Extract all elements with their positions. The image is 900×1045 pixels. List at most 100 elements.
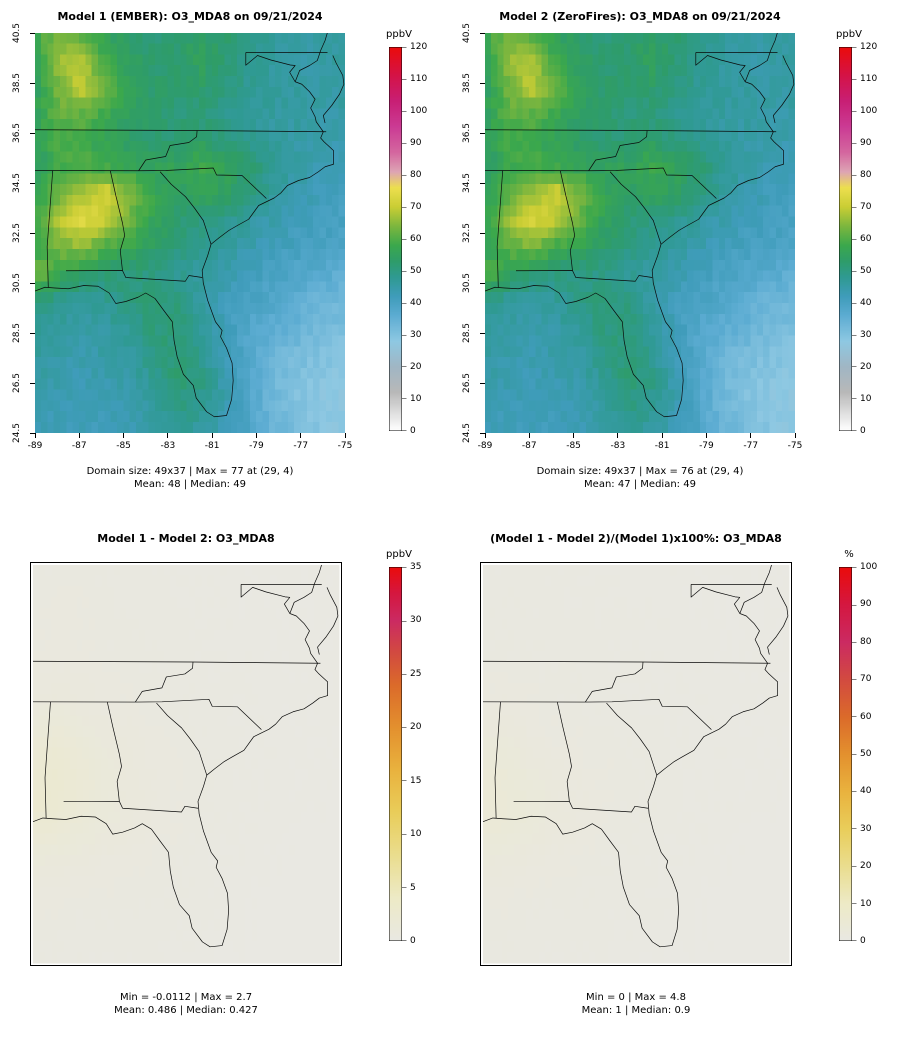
colorbar-tick-label: 0 xyxy=(410,936,416,946)
y-axis-tick-label: 38.5 xyxy=(12,72,22,94)
y-axis-tick-label: 40.5 xyxy=(12,22,22,44)
y-axis-tick-label: 32.5 xyxy=(462,222,472,244)
colorbar-tick-label: 20 xyxy=(410,722,422,733)
y-axis-tick-label: 36.5 xyxy=(462,122,472,144)
colorbar-tick-labels: 0 10 20 30 40 50 60 70 80 90 100 110 120 xyxy=(860,42,894,436)
x-axis-tick-mark xyxy=(78,433,80,438)
colorbar-tick-label: 20 xyxy=(410,362,422,372)
colorbar-tick-label: 100 xyxy=(860,562,878,572)
x-axis-tick-label: -87 xyxy=(71,441,87,451)
map-plot xyxy=(485,33,795,433)
colorbar-tick-label: 10 xyxy=(860,394,872,404)
colorbar-tick-label: 15 xyxy=(410,775,422,786)
y-axis-tick-label: 26.5 xyxy=(462,372,472,394)
y-axis-tick-label: 34.5 xyxy=(12,172,22,194)
y-axis-tick-label: 30.5 xyxy=(462,272,472,294)
map-canvas xyxy=(485,33,795,433)
x-axis-tick-mark xyxy=(300,433,302,438)
y-axis-tick-label: 30.5 xyxy=(12,272,22,294)
x-axis-tick-mark xyxy=(794,433,796,438)
caption: Min = -0.0112 | Max = 2.7 Mean: 0.486 | … xyxy=(30,992,342,1017)
y-axis-tick-label: 26.5 xyxy=(12,372,22,394)
caption-line-1: Min = 0 | Max = 4.8 xyxy=(586,992,686,1003)
colorbar-unit-label: ppbV xyxy=(386,549,412,560)
panel-title: (Model 1 - Model 2)/(Model 1)x100%: O3_M… xyxy=(490,532,782,545)
map-plot xyxy=(30,562,342,966)
colorbar-tick-labels: 0 10 20 30 40 50 60 70 80 90 100 xyxy=(860,562,894,946)
colorbar-tick-label: 30 xyxy=(860,823,872,834)
panel-percent-difference: (Model 1 - Model 2)/(Model 1)x100%: O3_M… xyxy=(450,522,900,1045)
x-axis-tick-mark xyxy=(705,433,707,438)
x-axis-tick-mark xyxy=(211,433,213,438)
colorbar-tick-label: 120 xyxy=(860,42,878,52)
colorbar-canvas xyxy=(839,567,861,941)
map-canvas xyxy=(31,563,341,965)
colorbar-tick-label: 90 xyxy=(410,138,422,148)
colorbar-tick-label: 70 xyxy=(860,202,872,212)
x-axis-tick-label: -75 xyxy=(787,441,803,451)
map-canvas xyxy=(481,563,791,965)
colorbar-tick-label: 50 xyxy=(860,749,872,759)
panel-title: Model 1 - Model 2: O3_MDA8 xyxy=(97,532,275,545)
colorbar-tick-label: 90 xyxy=(860,138,872,148)
colorbar-tick-label: 30 xyxy=(410,615,422,626)
x-axis-tick-label: -89 xyxy=(477,441,493,451)
colorbar-unit-label: % xyxy=(844,549,854,560)
panel-title: Model 1 (EMBER): O3_MDA8 on 09/21/2024 xyxy=(57,10,323,23)
x-axis-tick-mark xyxy=(573,433,575,438)
x-axis-tick-mark xyxy=(661,433,663,438)
caption-line-2: Mean: 48 | Median: 49 xyxy=(134,478,246,490)
colorbar-tick-label: 80 xyxy=(860,636,872,647)
y-axis-tick-label: 38.5 xyxy=(462,72,472,94)
colorbar-canvas xyxy=(389,567,411,941)
colorbar-unit-label: ppbV xyxy=(386,29,412,40)
panel-model2: Model 2 (ZeroFires): O3_MDA8 on 09/21/20… xyxy=(450,0,900,522)
colorbar-tick-label: 35 xyxy=(410,562,422,572)
colorbar-tick-label: 70 xyxy=(860,674,872,685)
panel-difference: Model 1 - Model 2: O3_MDA8 ppbV 0 5 10 15 20… xyxy=(0,522,450,1045)
colorbar-tick-label: 70 xyxy=(410,202,422,212)
panel-model1: Model 1 (EMBER): O3_MDA8 on 09/21/2024 2… xyxy=(0,0,450,522)
map-canvas xyxy=(35,33,345,433)
caption: Min = 0 | Max = 4.8 Mean: 1 | Median: 0.… xyxy=(480,992,792,1017)
colorbar-tick-label: 100 xyxy=(410,106,428,116)
y-axis-tick-label: 28.5 xyxy=(462,322,472,344)
colorbar-tick-labels: 0 5 10 15 20 25 30 35 xyxy=(410,562,444,946)
colorbar-tick-label: 50 xyxy=(860,266,872,276)
colorbar-tick-label: 110 xyxy=(410,74,428,84)
colorbar-tick-label: 110 xyxy=(860,74,878,84)
y-axis-tick-label: 40.5 xyxy=(462,22,472,44)
x-axis-tick-mark xyxy=(484,433,486,438)
colorbar-tick-label: 60 xyxy=(860,234,872,244)
y-axis-tick-label: 24.5 xyxy=(12,422,22,444)
y-axis-tick-label: 28.5 xyxy=(12,322,22,344)
caption: Domain size: 49x37 | Max = 77 at (29, 4)… xyxy=(35,466,345,491)
colorbar-tick-label: 60 xyxy=(410,234,422,244)
map-plot xyxy=(35,33,345,433)
x-axis-tick-label: -81 xyxy=(654,441,670,451)
x-axis-tick-label: -89 xyxy=(27,441,43,451)
caption-line-2: Mean: 1 | Median: 0.9 xyxy=(581,1004,691,1016)
x-axis-tick-label: -81 xyxy=(204,441,220,451)
panel-title: Model 2 (ZeroFires): O3_MDA8 on 09/21/20… xyxy=(499,10,781,23)
caption: Domain size: 49x37 | Max = 76 at (29, 4)… xyxy=(485,466,795,491)
colorbar-tick-label: 5 xyxy=(410,882,416,893)
colorbar-canvas xyxy=(839,47,861,431)
y-axis-tick-label: 24.5 xyxy=(462,422,472,444)
x-axis-tick-mark xyxy=(617,433,619,438)
colorbar-tick-label: 80 xyxy=(410,170,422,180)
colorbar-tick-label: 25 xyxy=(410,668,422,679)
colorbar-tick-label: 100 xyxy=(860,106,878,116)
x-axis-tick-mark xyxy=(123,433,125,438)
x-axis-tick-label: -79 xyxy=(249,441,264,451)
x-axis-tick-mark xyxy=(255,433,257,438)
colorbar-canvas xyxy=(389,47,411,431)
x-axis-tick-label: -77 xyxy=(293,441,309,451)
colorbar-tick-label: 20 xyxy=(860,362,872,372)
y-axis-tick-label: 34.5 xyxy=(462,172,472,194)
x-axis-tick-mark xyxy=(750,433,752,438)
colorbar-tick-label: 30 xyxy=(860,330,872,340)
x-axis-tick-label: -75 xyxy=(337,441,353,451)
x-axis-tick-label: -83 xyxy=(610,441,626,451)
y-axis-tick-label: 32.5 xyxy=(12,222,22,244)
